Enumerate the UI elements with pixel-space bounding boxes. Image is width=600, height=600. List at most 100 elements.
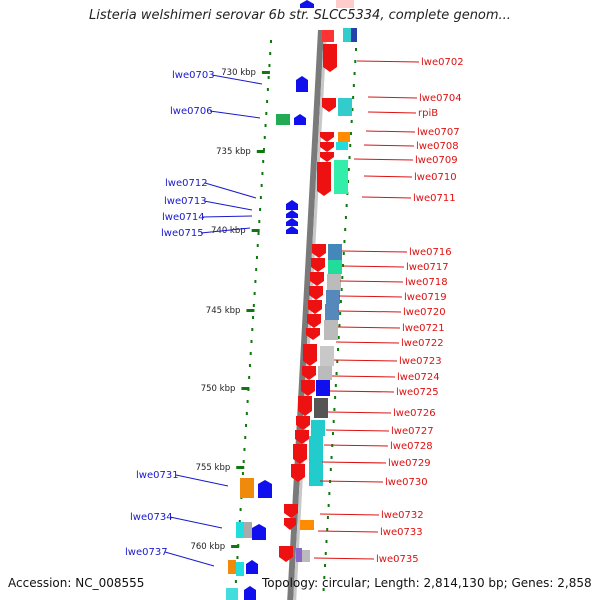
gene-arrow-forward[interactable] [286, 210, 298, 218]
gene-arrow-forward[interactable] [286, 200, 298, 210]
gene-label-lwe0721[interactable]: lwe0721 [402, 323, 445, 334]
gene-box[interactable] [322, 30, 334, 42]
gene-arrow-forward[interactable] [246, 560, 258, 574]
gene-box[interactable] [300, 520, 314, 530]
gene-label-lwe0710[interactable]: lwe0710 [414, 172, 457, 183]
gene-arrow-reverse[interactable] [295, 430, 309, 444]
gene-box[interactable] [336, 142, 348, 150]
gene-box[interactable] [296, 548, 302, 562]
gene-arrow-reverse[interactable] [293, 444, 307, 464]
gene-label-lwe0703[interactable]: lwe0703 [172, 70, 215, 81]
gene-label-lwe0726[interactable]: lwe0726 [393, 408, 436, 419]
gene-box[interactable] [351, 28, 357, 42]
gene-label-lwe0732[interactable]: lwe0732 [381, 510, 424, 521]
gene-arrow-forward[interactable] [300, 0, 314, 8]
gene-box[interactable] [336, 0, 354, 8]
gene-label-lwe0725[interactable]: lwe0725 [396, 387, 439, 398]
gene-arrow-forward[interactable] [244, 586, 256, 600]
gene-box[interactable] [228, 560, 236, 574]
gene-label-lwe0706[interactable]: lwe0706 [170, 106, 213, 117]
gene-box[interactable] [318, 366, 332, 380]
gene-arrow-reverse[interactable] [303, 344, 317, 366]
gene-label-lwe0737[interactable]: lwe0737 [125, 547, 168, 558]
gene-label-lwe0731[interactable]: lwe0731 [136, 470, 179, 481]
gene-label-lwe0730[interactable]: lwe0730 [385, 477, 428, 488]
gene-label-lwe0711[interactable]: lwe0711 [413, 193, 456, 204]
gene-arrow-reverse[interactable] [284, 504, 298, 518]
gene-label-lwe0719[interactable]: lwe0719 [404, 292, 447, 303]
gene-label-lwe0722[interactable]: lwe0722 [401, 338, 444, 349]
gene-label-lwe0713[interactable]: lwe0713 [164, 196, 207, 207]
gene-arrow-reverse[interactable] [308, 300, 322, 314]
gene-arrow-forward[interactable] [252, 524, 266, 540]
gene-label-lwe0728[interactable]: lwe0728 [390, 441, 433, 452]
gene-box[interactable] [316, 380, 330, 396]
gene-label-lwe0727[interactable]: lwe0727 [391, 426, 434, 437]
gene-label-lwe0729[interactable]: lwe0729 [388, 458, 431, 469]
gene-label-lwe0734[interactable]: lwe0734 [130, 512, 173, 523]
gene-arrow-reverse[interactable] [296, 416, 310, 430]
gene-box[interactable] [302, 550, 310, 562]
gene-arrow-reverse[interactable] [320, 152, 334, 162]
gene-arrow-reverse[interactable] [279, 546, 293, 562]
gene-arrow-forward[interactable] [296, 76, 308, 92]
gene-label-lwe0714[interactable]: lwe0714 [162, 212, 205, 223]
gene-label-lwe0733[interactable]: lwe0733 [380, 527, 423, 538]
gene-box[interactable] [240, 478, 254, 498]
gene-label-lwe0702[interactable]: lwe0702 [421, 57, 464, 68]
gene-arrow-forward[interactable] [286, 218, 298, 226]
gene-label-lwe0715[interactable]: lwe0715 [161, 228, 204, 239]
gene-arrow-reverse[interactable] [298, 396, 312, 416]
gene-label-lwe0723[interactable]: lwe0723 [399, 356, 442, 367]
gene-label-lwe0718[interactable]: lwe0718 [405, 277, 448, 288]
gene-label-lwe0720[interactable]: lwe0720 [403, 307, 446, 318]
gene-arrow-forward[interactable] [294, 114, 306, 125]
gene-arrow-reverse[interactable] [306, 328, 320, 340]
gene-label-lwe0709[interactable]: lwe0709 [415, 155, 458, 166]
gene-label-lwe0704[interactable]: lwe0704 [419, 93, 462, 104]
gene-box[interactable] [334, 160, 348, 194]
gene-label-lwe0707[interactable]: lwe0707 [417, 127, 460, 138]
gene-arrow-reverse[interactable] [301, 380, 315, 396]
gene-box[interactable] [236, 522, 246, 538]
gene-box[interactable] [328, 244, 342, 260]
gene-box[interactable] [328, 260, 342, 274]
gene-box[interactable] [338, 98, 352, 116]
gene-label-rpiB[interactable]: rpiB [418, 108, 438, 119]
gene-label-lwe0724[interactable]: lwe0724 [397, 372, 440, 383]
gene-arrow-reverse[interactable] [320, 132, 334, 142]
gene-box[interactable] [320, 346, 334, 366]
gene-arrow-reverse[interactable] [323, 44, 337, 72]
gene-box[interactable] [338, 132, 350, 142]
gene-arrow-reverse[interactable] [309, 286, 323, 300]
gene-arrow-reverse[interactable] [322, 98, 336, 112]
gene-arrow-reverse[interactable] [311, 258, 325, 272]
gene-box[interactable] [276, 114, 290, 125]
gene-box[interactable] [244, 522, 252, 538]
gene-label-lwe0735[interactable]: lwe0735 [376, 554, 419, 565]
gene-box[interactable] [324, 320, 338, 340]
gene-box[interactable] [314, 398, 328, 418]
gene-arrow-reverse[interactable] [310, 272, 324, 286]
gene-arrow-forward[interactable] [258, 480, 272, 498]
gene-box[interactable] [309, 436, 323, 486]
gene-arrow-reverse[interactable] [291, 464, 305, 482]
gene-arrow-forward[interactable] [286, 226, 298, 234]
gene-box[interactable] [236, 562, 244, 576]
gene-arrow-reverse[interactable] [307, 314, 321, 328]
gene-arrow-reverse[interactable] [312, 244, 326, 258]
gene-arrow-reverse[interactable] [320, 142, 334, 152]
gene-arrow-reverse[interactable] [317, 162, 331, 196]
gene-box[interactable] [327, 274, 341, 290]
gene-arrow-reverse[interactable] [302, 366, 316, 380]
gene-label-lwe0716[interactable]: lwe0716 [409, 247, 452, 258]
gene-box[interactable] [226, 588, 238, 600]
gene-label-lwe0708[interactable]: lwe0708 [416, 141, 459, 152]
gene-label-lwe0712[interactable]: lwe0712 [165, 178, 208, 189]
gene-arrow-reverse[interactable] [284, 518, 296, 530]
gene-box[interactable] [326, 290, 340, 304]
gene-label-lwe0717[interactable]: lwe0717 [406, 262, 449, 273]
gene-box[interactable] [325, 304, 339, 320]
gene-box[interactable] [311, 420, 325, 436]
